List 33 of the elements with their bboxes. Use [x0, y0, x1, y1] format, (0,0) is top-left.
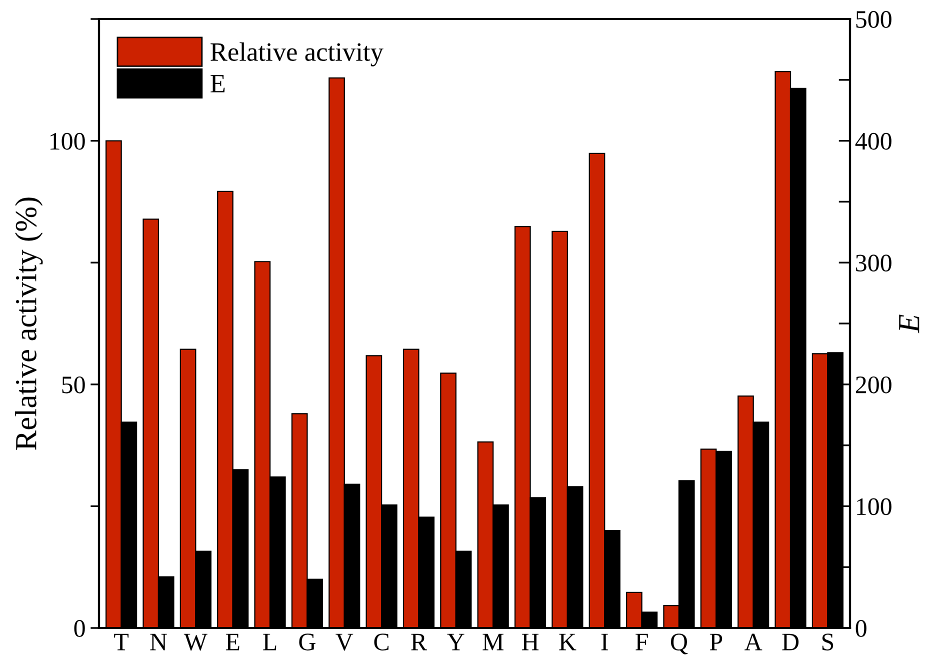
x-tick-label: L [263, 634, 276, 650]
x-tick-label: F [636, 634, 648, 650]
x-tick-label: Q [670, 634, 688, 654]
x-tick-label: Y [447, 634, 464, 650]
x-tick-label: H [522, 634, 539, 650]
y2-tick-label: 0 [856, 620, 866, 637]
y2-tick-label: 400 [855, 132, 892, 150]
legend-label: E [210, 74, 225, 92]
y-tick-label: 50 [62, 376, 85, 394]
x-tick-label: M [482, 634, 504, 650]
x-tick-label: N [150, 634, 167, 650]
x-tick-label: G [299, 634, 316, 650]
legend-label: Relative activity [210, 42, 384, 66]
x-tick-label: W [184, 634, 208, 651]
x-tick-label: T [114, 634, 129, 650]
x-tick-label: R [411, 634, 428, 650]
y2-tick-label: 500 [856, 11, 892, 28]
x-tick-label: S [822, 634, 834, 650]
y2-tick-label: 100 [857, 498, 892, 516]
y-axis-title: Relative activity (%) [14, 198, 43, 450]
y2-tick-label: 300 [856, 254, 892, 272]
y-tick-label: 0 [74, 620, 85, 637]
x-tick-label: C [374, 634, 389, 650]
x-tick-label: P [710, 634, 722, 650]
x-tick-label: I [601, 634, 608, 650]
x-tick-label: K [559, 634, 576, 650]
y-tick-label: 100 [50, 132, 85, 150]
x-tick-label: E [226, 634, 240, 650]
x-tick-label: A [744, 634, 762, 650]
y2-tick-label: 200 [856, 376, 892, 394]
x-tick-label: V [336, 634, 354, 651]
y2-axis-title: E [899, 314, 920, 334]
x-tick-label: D [782, 634, 799, 650]
